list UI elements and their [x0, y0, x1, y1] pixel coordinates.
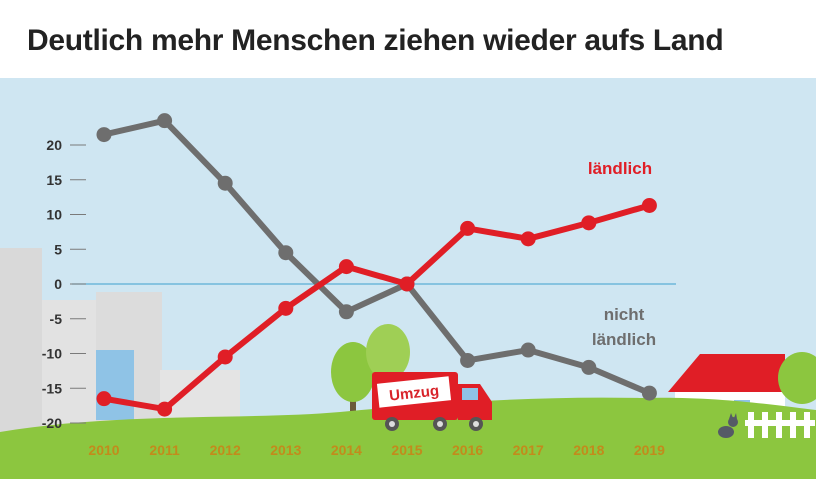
x-tick-label: 2018 [573, 442, 604, 458]
y-tick-label: 15 [46, 172, 62, 188]
cat [718, 413, 738, 438]
y-tick-label: -5 [50, 311, 63, 327]
data-point-nicht-laendlich [581, 359, 597, 375]
building-mid [42, 300, 96, 436]
data-point-nicht-laendlich [157, 113, 173, 129]
y-tick-label: -10 [42, 346, 62, 362]
title-band [0, 0, 816, 78]
series-layer [96, 113, 657, 417]
bush-right [778, 352, 816, 404]
data-point-nicht-laendlich [641, 385, 657, 401]
building-window [96, 350, 134, 420]
x-tick-label: 2013 [270, 442, 301, 458]
building-left [0, 248, 42, 436]
y-tick-label: 5 [54, 241, 62, 257]
data-point-nicht-laendlich [460, 352, 476, 368]
x-tick-label: 2017 [513, 442, 544, 458]
y-tick-label: -15 [42, 380, 62, 396]
data-point-nicht-laendlich [278, 245, 294, 261]
data-point-nicht-laendlich [520, 342, 536, 358]
x-tick-label: 2016 [452, 442, 483, 458]
x-tick-label: 2015 [391, 442, 422, 458]
series-line-laendlich [101, 202, 653, 413]
y-tick-label: 10 [46, 207, 62, 223]
data-point-nicht-laendlich [96, 127, 112, 143]
data-point-laendlich [399, 276, 415, 292]
x-tick-label: 2012 [210, 442, 241, 458]
data-point-laendlich [278, 300, 294, 316]
x-tick-label: 2011 [149, 442, 180, 458]
fence [745, 412, 815, 438]
x-tick-label: 2014 [331, 442, 362, 458]
x-tick-label: 2010 [88, 442, 119, 458]
series-line-nicht-laendlich [101, 117, 653, 397]
data-point-nicht-laendlich [338, 304, 354, 320]
moving-truck: Umzug [372, 372, 492, 431]
x-tick-label: 2019 [634, 442, 665, 458]
data-point-laendlich [581, 215, 597, 231]
grass-hill [0, 397, 816, 479]
truck-label: Umzug [388, 382, 440, 404]
data-point-laendlich [641, 197, 657, 213]
data-point-laendlich [96, 391, 112, 407]
chart-title: Deutlich mehr Menschen ziehen wieder auf… [27, 24, 724, 57]
series-label-nicht: nicht [604, 305, 645, 324]
series-label-laendlich: ländlich [588, 159, 652, 178]
background-illustration: Umzug [0, 248, 816, 479]
data-point-laendlich [217, 349, 233, 365]
y-tick-label: -20 [42, 415, 62, 431]
data-point-laendlich [460, 220, 476, 236]
data-point-nicht-laendlich [217, 175, 233, 191]
y-tick-label: 0 [54, 276, 62, 292]
house-roof [668, 354, 785, 392]
series-label-nicht-laendlich: ländlich [592, 330, 656, 349]
tree-crown-2 [366, 324, 410, 380]
tree-crown [331, 342, 375, 402]
y-tick-label: 20 [46, 137, 62, 153]
data-point-laendlich [157, 401, 173, 417]
data-point-laendlich [520, 231, 536, 247]
data-point-laendlich [338, 259, 354, 275]
tree-trunk [350, 385, 356, 425]
